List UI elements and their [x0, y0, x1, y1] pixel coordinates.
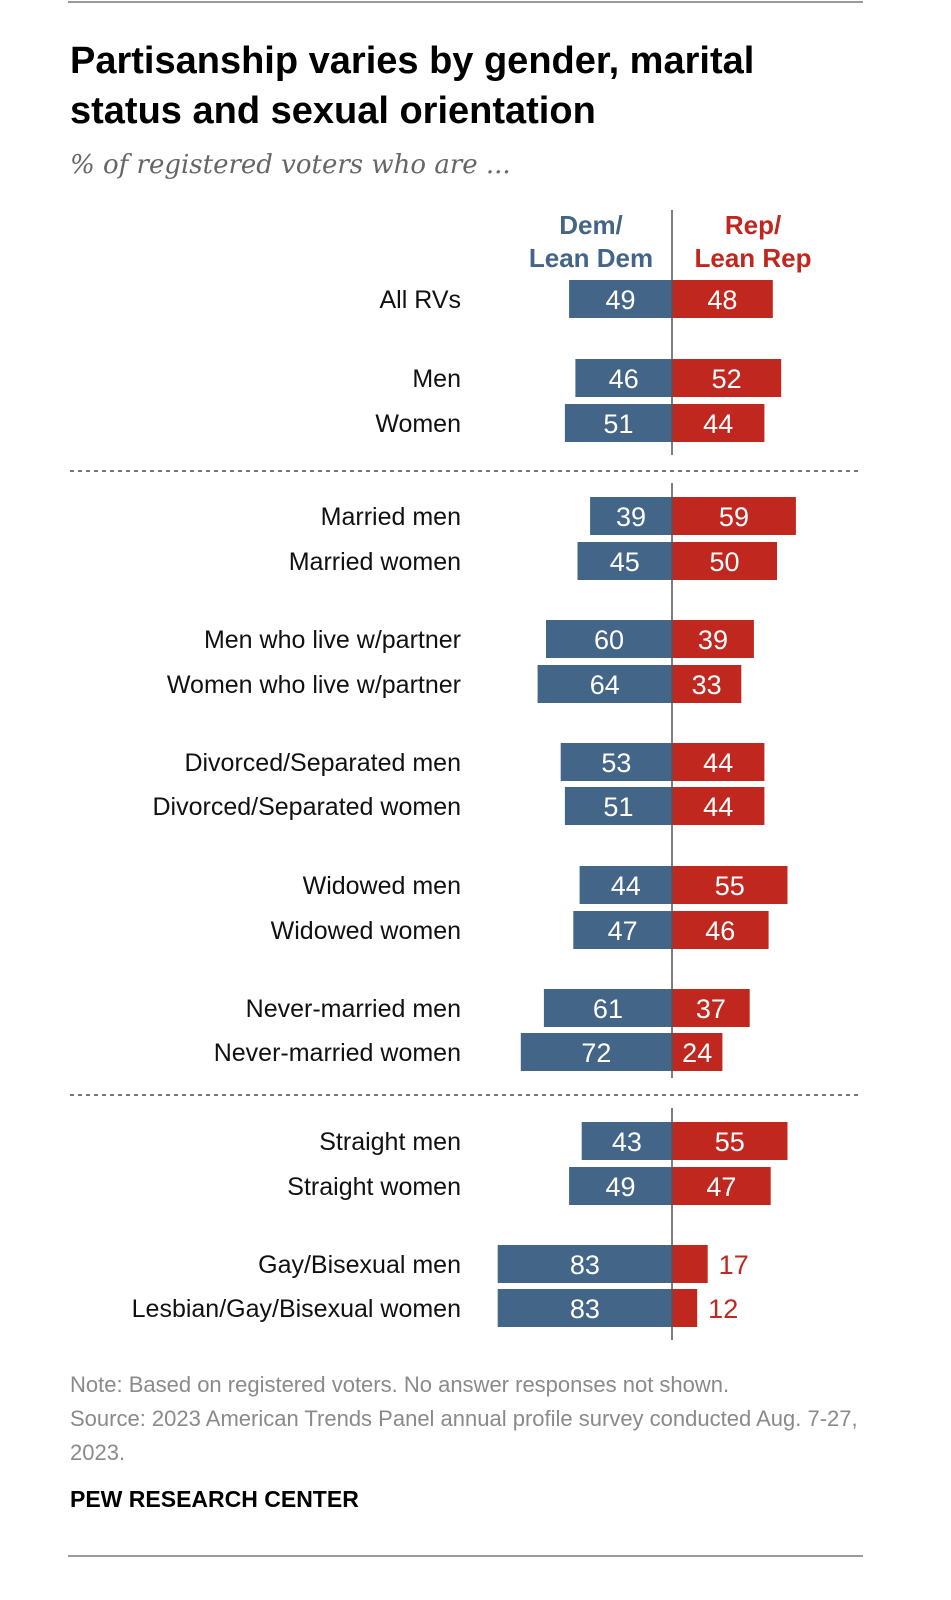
row-label: Widowed women: [271, 917, 461, 945]
top-rule: [68, 1, 863, 3]
dem-bar: [520, 1033, 672, 1071]
dem-bar: [564, 404, 672, 442]
rep-value-label: 46: [705, 916, 735, 946]
dem-value-label: 51: [603, 792, 633, 822]
rep-value-label: 37: [696, 994, 726, 1024]
dem-header: Lean Dem: [529, 243, 653, 273]
dem-value-label: 61: [593, 994, 623, 1024]
rep-value-label: 55: [715, 871, 745, 901]
row-label: Lesbian/Gay/Bisexual women: [132, 1295, 461, 1323]
dem-value-label: 72: [581, 1038, 611, 1068]
rep-value-label: 52: [712, 364, 742, 394]
dem-value-label: 43: [612, 1127, 642, 1157]
rep-value-label: 47: [706, 1172, 736, 1202]
rep-value-label: 24: [682, 1038, 712, 1068]
dem-value-label: 39: [616, 502, 646, 532]
dem-value-label: 49: [606, 1172, 636, 1202]
dem-bar: [564, 787, 672, 825]
chart-note: Note: Based on registered voters. No ans…: [70, 1368, 870, 1470]
rep-value-label: 12: [708, 1294, 738, 1324]
dem-value-label: 83: [570, 1250, 600, 1280]
rep-value-label: 55: [715, 1127, 745, 1157]
dem-header: Dem/: [559, 210, 623, 240]
rep-value-label: 59: [719, 502, 749, 532]
row-label: Women: [375, 410, 461, 438]
dem-bar: [573, 911, 672, 949]
dem-value-label: 44: [611, 871, 641, 901]
dem-bar: [497, 1245, 672, 1283]
rep-value-label: 48: [707, 285, 737, 315]
row-label: Divorced/Separated women: [153, 793, 462, 821]
dem-bar: [569, 1167, 672, 1205]
row-label: Men who live w/partner: [204, 626, 461, 654]
rep-value-label: 44: [703, 748, 733, 778]
rep-bar: [672, 989, 750, 1027]
row-label: Never-married men: [246, 995, 461, 1023]
dem-value-label: 51: [603, 409, 633, 439]
dem-value-label: 45: [610, 547, 640, 577]
rep-bar: [672, 1167, 771, 1205]
rep-value-label: 39: [698, 625, 728, 655]
row-label: Married women: [289, 548, 461, 576]
dem-value-label: 49: [606, 285, 636, 315]
dem-value-label: 60: [594, 625, 624, 655]
row-label: Never-married women: [214, 1039, 461, 1067]
row-label: Straight men: [319, 1128, 461, 1156]
bottom-rule: [68, 1555, 863, 1557]
row-label: Men: [412, 365, 461, 393]
source-text: Source: 2023 American Trends Panel annua…: [70, 1406, 858, 1465]
rep-value-label: 33: [692, 670, 722, 700]
rep-header: Rep/: [725, 210, 781, 240]
dem-bar: [579, 866, 672, 904]
rep-bar: [672, 787, 765, 825]
dem-value-label: 64: [590, 670, 620, 700]
row-label: Gay/Bisexual men: [258, 1251, 461, 1279]
chart-plot: Dem/Lean Dem Rep/Lean Rep All RVs 49 48 Men 46…: [70, 210, 860, 1340]
rep-bar: [672, 1122, 788, 1160]
rep-bar: [672, 404, 765, 442]
dem-bar: [581, 1122, 672, 1160]
rep-bar: [672, 1289, 698, 1327]
row-label: Married men: [321, 503, 461, 531]
rep-value-label: 17: [719, 1250, 749, 1280]
dem-bar: [575, 359, 672, 397]
dem-value-label: 46: [609, 364, 639, 394]
rep-bar: [672, 280, 773, 318]
chart-title: Partisanship varies by gender, marital s…: [70, 40, 755, 132]
rep-bar: [672, 359, 782, 397]
dem-bar: [543, 989, 672, 1027]
rep-value-label: 44: [703, 792, 733, 822]
rep-bar: [672, 911, 769, 949]
row-label: Widowed men: [303, 872, 461, 900]
note-text: Note: Based on registered voters. No ans…: [70, 1372, 730, 1397]
dem-bar: [577, 542, 672, 580]
chart-subtitle: % of registered voters who are ...: [70, 150, 511, 180]
rep-bar: [672, 1033, 723, 1071]
rep-bar: [672, 743, 765, 781]
dem-bar: [537, 665, 672, 703]
dem-value-label: 53: [601, 748, 631, 778]
row-label: Divorced/Separated men: [184, 749, 461, 777]
row-label: All RVs: [379, 286, 461, 314]
dem-bar: [590, 497, 672, 535]
rep-value-label: 44: [703, 409, 733, 439]
row-label: Straight women: [287, 1173, 461, 1201]
dem-value-label: 83: [570, 1294, 600, 1324]
rep-bar: [672, 620, 754, 658]
rep-header: Lean Rep: [694, 243, 811, 273]
rep-bar: [672, 1245, 708, 1283]
rep-value-label: 50: [709, 547, 739, 577]
rep-bar: [672, 497, 796, 535]
brand-logo-text: PEW RESEARCH CENTER: [70, 1486, 359, 1512]
dem-bar: [497, 1289, 672, 1327]
rep-bar: [672, 866, 788, 904]
dem-bar: [569, 280, 672, 318]
dem-bar: [546, 620, 672, 658]
dem-value-label: 47: [608, 916, 638, 946]
row-label: Women who live w/partner: [167, 671, 461, 699]
rep-bar: [672, 665, 742, 703]
rep-bar: [672, 542, 777, 580]
dem-bar: [560, 743, 672, 781]
